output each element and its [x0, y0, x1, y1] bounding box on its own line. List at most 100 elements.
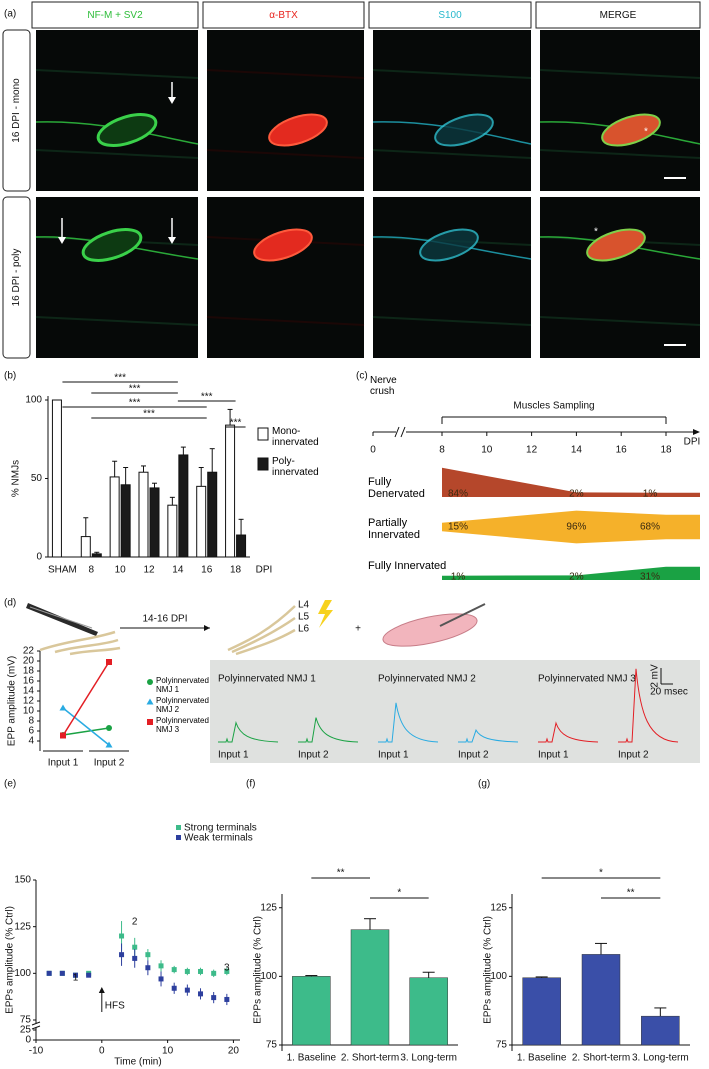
- x-tick-label: SHAM: [48, 565, 77, 576]
- pipette: [439, 603, 486, 627]
- y-tick-label: 4: [28, 736, 34, 747]
- trace-input-label: Input 2: [458, 750, 489, 761]
- y-tick-label: 16: [23, 676, 35, 687]
- trace-input-label: Input 1: [378, 750, 409, 761]
- nmj: [268, 113, 328, 147]
- bar: [51, 399, 62, 558]
- y-axis-label: EPPs amplitude (% Ctrl): [253, 916, 264, 1024]
- bar: [409, 977, 448, 1046]
- y-tick-label: 150: [14, 875, 31, 886]
- y-tick-label: 8: [28, 716, 34, 727]
- bar: [350, 929, 390, 1046]
- streak: [206, 69, 365, 79]
- point: [184, 987, 190, 993]
- stain-label: S100: [438, 10, 462, 21]
- x-tick-label: 16: [201, 565, 213, 576]
- line: [62, 661, 110, 736]
- panel-label: (d): [4, 598, 16, 609]
- bar: [120, 484, 131, 558]
- x-tick-label: 8: [439, 445, 445, 456]
- significance-label: *: [397, 888, 401, 899]
- nmj: [96, 113, 158, 147]
- point: [171, 967, 177, 973]
- trace-input-label: Input 2: [618, 750, 649, 761]
- panel-label: (b): [4, 371, 16, 382]
- panel-label: (e): [4, 779, 16, 790]
- point: [145, 965, 151, 971]
- row-label: Fully Denervated: [368, 476, 425, 501]
- value-label: 84%: [448, 489, 468, 500]
- streak: [372, 69, 532, 79]
- value-label: 96%: [566, 522, 586, 533]
- y-tick-label: 125: [260, 902, 277, 913]
- merge-mark: *: [644, 127, 648, 138]
- point: [171, 985, 177, 991]
- y-tick-label: 6: [28, 726, 34, 737]
- x-tick-label: Input 2: [94, 758, 125, 769]
- panel-label: (a): [4, 9, 16, 20]
- row-label: Fully Innervated: [368, 560, 447, 572]
- stain-header: [535, 1, 701, 29]
- scale-x-label: 20 msec: [650, 687, 688, 698]
- x-tick-label: 18: [230, 565, 242, 576]
- nerve: [39, 630, 121, 656]
- bar: [207, 471, 218, 558]
- significance-label: ***: [230, 418, 242, 429]
- legend-label: Polyinnervated NMJ 1: [156, 677, 209, 694]
- nerve-roots: [227, 605, 296, 656]
- axis-break: [31, 1021, 41, 1030]
- x-tick-label: 14: [172, 565, 184, 576]
- point: [147, 719, 153, 725]
- band: [442, 467, 700, 497]
- epp-trace: [218, 720, 279, 743]
- x-tick-label: 0: [99, 1046, 105, 1057]
- bar: [178, 454, 189, 558]
- trace-title: Polyinnervated NMJ 1: [218, 674, 316, 685]
- x-tick-label: -10: [29, 1046, 44, 1057]
- value-label: 2%: [569, 489, 584, 500]
- nmj: [81, 228, 143, 262]
- point: [198, 991, 204, 997]
- protocol-interval: 14-16 DPI: [142, 614, 187, 625]
- span-label: Muscles Sampling: [513, 401, 594, 412]
- point: [59, 970, 65, 976]
- y-tick-label: 125: [14, 921, 31, 932]
- significance-label: ***: [143, 409, 155, 420]
- streak: [35, 316, 199, 326]
- bar: [196, 485, 207, 558]
- bar: [91, 553, 102, 558]
- point: [211, 970, 217, 976]
- x-tick-label: 1. Baseline: [287, 1053, 337, 1064]
- point: [158, 963, 164, 969]
- trace-input-label: Input 1: [538, 750, 569, 761]
- forceps-edge: [29, 606, 93, 629]
- legend-label-box: Polyinnervated NMJ 3: [156, 717, 209, 734]
- bar: [522, 977, 561, 1046]
- stain-header: [368, 1, 532, 29]
- value-label: 31%: [640, 572, 660, 583]
- legend-label: Polyinnervated NMJ 2: [156, 697, 209, 714]
- micrograph: [373, 197, 531, 358]
- x-tick-label: 2. Short-term: [572, 1053, 630, 1064]
- scale-y-label: 2 mV: [650, 664, 661, 688]
- value-label: 2%: [569, 572, 584, 583]
- nmj: [419, 228, 479, 262]
- muscle: [382, 613, 478, 647]
- y-tick-label: 75: [20, 1015, 32, 1026]
- row-label-box: Fully Innervated: [368, 560, 447, 572]
- legend-swatch: [257, 427, 269, 441]
- streak: [35, 149, 199, 159]
- bar: [581, 954, 621, 1046]
- row-label-box: Partially Innervated: [368, 517, 420, 541]
- point: [46, 970, 52, 976]
- nmj: [434, 113, 494, 147]
- panel-label: (c): [356, 371, 368, 382]
- condition-label: 16 DPI - poly: [11, 249, 22, 307]
- event-arrow-head: [98, 987, 105, 993]
- panel-label: (g): [478, 779, 490, 790]
- trace-input-label: Input 2: [298, 750, 329, 761]
- root-label: L5: [298, 612, 310, 623]
- legend-label: Polyinnervated NMJ 3: [156, 717, 209, 734]
- protocol-join: +: [355, 624, 361, 635]
- x-tick-label: 3. Long-term: [400, 1053, 457, 1064]
